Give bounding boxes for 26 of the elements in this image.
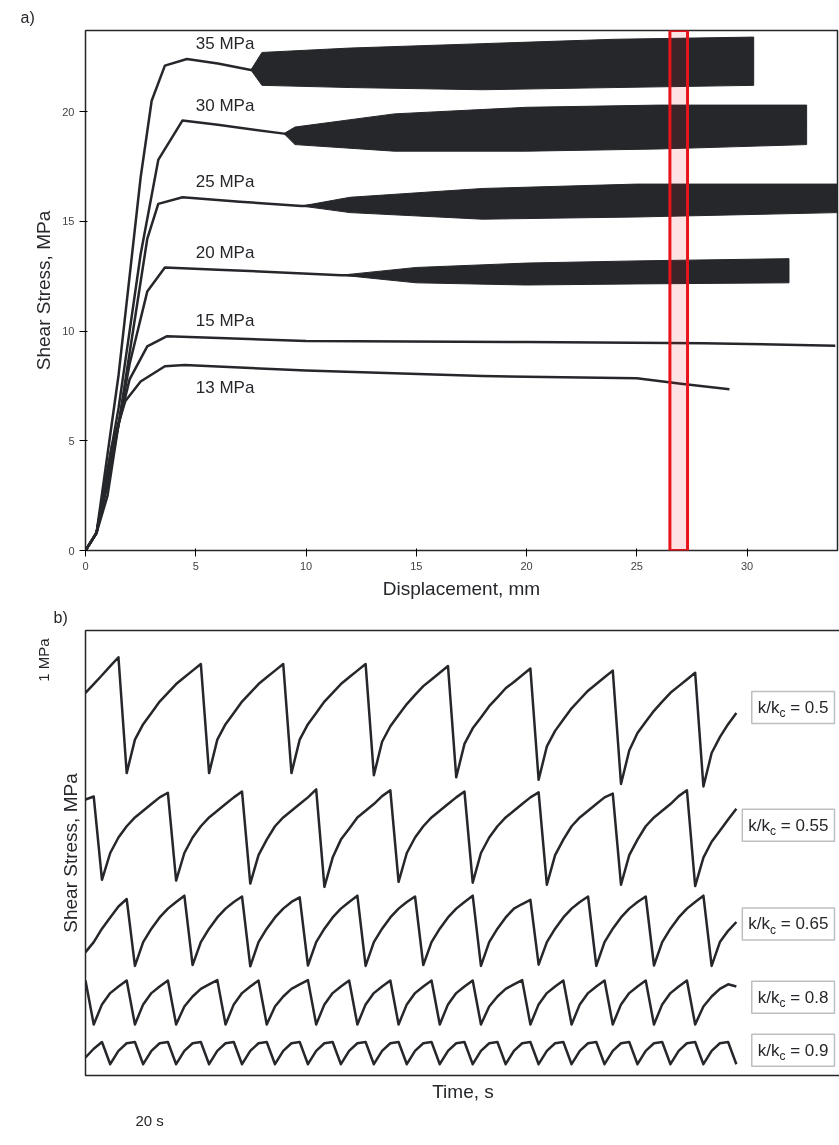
y-axis-title: Shear Stress, MPa <box>59 772 81 933</box>
series-label: 13 MPa <box>195 377 255 397</box>
series-label: 35 MPa <box>195 34 255 54</box>
y-tick-label: 5 <box>68 434 75 447</box>
y-tick-label: 15 <box>62 215 75 228</box>
text: 20 s <box>135 1111 164 1129</box>
y-tick-label: 20 <box>62 105 75 118</box>
chart-title: a) <box>20 8 35 26</box>
x-tick-label: 25 <box>630 559 643 572</box>
x-tick-label: 0 <box>82 559 89 572</box>
series-label: 20 MPa <box>195 242 255 262</box>
x-tick-label: 15 <box>410 559 423 572</box>
y-tick-label: 10 <box>62 325 75 338</box>
x-tick-label: 5 <box>192 559 199 572</box>
series-label: 30 MPa <box>195 95 255 115</box>
chart-title: b) <box>53 608 68 626</box>
series-label: 15 MPa <box>195 311 255 331</box>
x-tick-label: 10 <box>299 559 313 572</box>
y-tick-label: 0 <box>68 544 75 557</box>
x-axis-title: Displacement, mm <box>382 577 541 599</box>
x-axis-title: Time, s <box>432 1080 494 1102</box>
text: 1 MPa <box>34 637 52 682</box>
series-label: 25 MPa <box>195 172 255 192</box>
y-axis-title: Shear Stress, MPa <box>33 210 55 371</box>
x-tick-label: 30 <box>740 559 754 572</box>
x-tick-label: 20 <box>520 559 533 572</box>
